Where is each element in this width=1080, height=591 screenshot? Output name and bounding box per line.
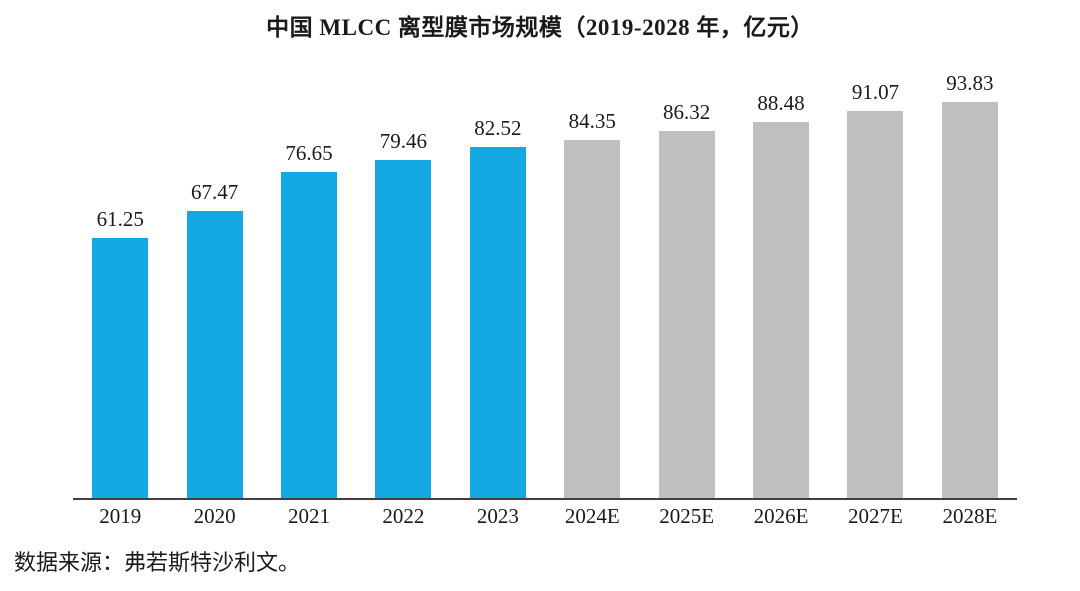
- chart-title: 中国 MLCC 离型膜市场规模（2019-2028 年，亿元）: [266, 15, 814, 40]
- bar-group-2023: 82.52: [451, 73, 545, 498]
- bar-2024E: [564, 139, 621, 498]
- x-tick-label-2020: 2020: [193, 504, 236, 528]
- bar-group-2025E: 86.32: [639, 73, 733, 498]
- x-tick-label-2028E: 2028E: [942, 504, 998, 528]
- bar-2026E: [753, 121, 810, 498]
- bar-value-label-2022: 79.46: [379, 129, 428, 154]
- plot-area: 61.25 67.47 76.65 79.46 82.52 84.35 86.32 88.48…: [73, 73, 1017, 500]
- bar-group-2020: 67.47: [167, 73, 261, 498]
- x-tick-label-2023: 2023: [476, 504, 519, 528]
- bar-value-label-2019: 61.25: [96, 206, 144, 231]
- bar-value-label-2024E: 84.35: [568, 108, 616, 133]
- bar-2023: [469, 147, 526, 498]
- bar-value-label-2027E: 91.07: [851, 79, 900, 104]
- x-tick-label-2022: 2022: [382, 504, 425, 528]
- bar-2019: [92, 237, 149, 498]
- bar-2020: [186, 211, 243, 498]
- source-note: 数据来源：弗若斯特沙利文。: [14, 550, 301, 575]
- bar-value-label-2021: 76.65: [285, 141, 333, 166]
- x-tick-label-2021: 2021: [288, 504, 331, 528]
- bar-group-2024E: 84.35: [545, 73, 639, 498]
- bar-2021: [281, 172, 338, 498]
- bar-group-2027E: 91.07: [828, 73, 922, 498]
- bar-value-label-2028E: 93.83: [946, 71, 994, 95]
- bar-2028E: [941, 102, 998, 498]
- bar-2022: [375, 160, 432, 498]
- x-tick-label-2024E: 2024E: [564, 504, 620, 528]
- bar-value-label-2020: 67.47: [190, 180, 239, 205]
- bar-value-label-2023: 82.52: [474, 116, 522, 141]
- bar-group-2022: 79.46: [356, 73, 450, 498]
- bar-group-2026E: 88.48: [734, 73, 828, 498]
- bar-2025E: [658, 131, 715, 498]
- bar-value-label-2025E: 86.32: [663, 100, 711, 125]
- bar-2027E: [847, 110, 904, 498]
- x-tick-label-2025E: 2025E: [659, 504, 715, 528]
- x-axis-labels: 2019 2020 2021 2022 2023 2024E 2025E 2026E 2027E…: [73, 504, 1017, 529]
- bar-value-label-2026E: 88.48: [757, 90, 805, 115]
- bar-group-2019: 61.25: [73, 73, 167, 498]
- x-tick-label-2027E: 2027E: [848, 504, 903, 528]
- x-tick-label-2019: 2019: [99, 504, 142, 528]
- x-tick-label-2026E: 2026E: [753, 504, 809, 528]
- bar-group-2028E: 93.83: [923, 73, 1017, 498]
- bar-group-2021: 76.65: [262, 73, 356, 498]
